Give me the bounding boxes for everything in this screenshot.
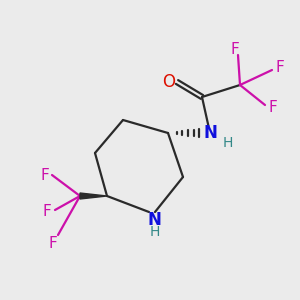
Polygon shape	[80, 193, 107, 199]
Text: F: F	[231, 43, 239, 58]
Text: N: N	[147, 211, 161, 229]
Text: F: F	[49, 236, 57, 250]
Text: F: F	[268, 100, 278, 115]
Text: H: H	[223, 136, 233, 150]
Text: F: F	[43, 205, 51, 220]
Text: F: F	[40, 167, 50, 182]
Text: O: O	[163, 73, 176, 91]
Text: F: F	[276, 61, 284, 76]
Text: H: H	[150, 225, 160, 239]
Text: N: N	[203, 124, 217, 142]
